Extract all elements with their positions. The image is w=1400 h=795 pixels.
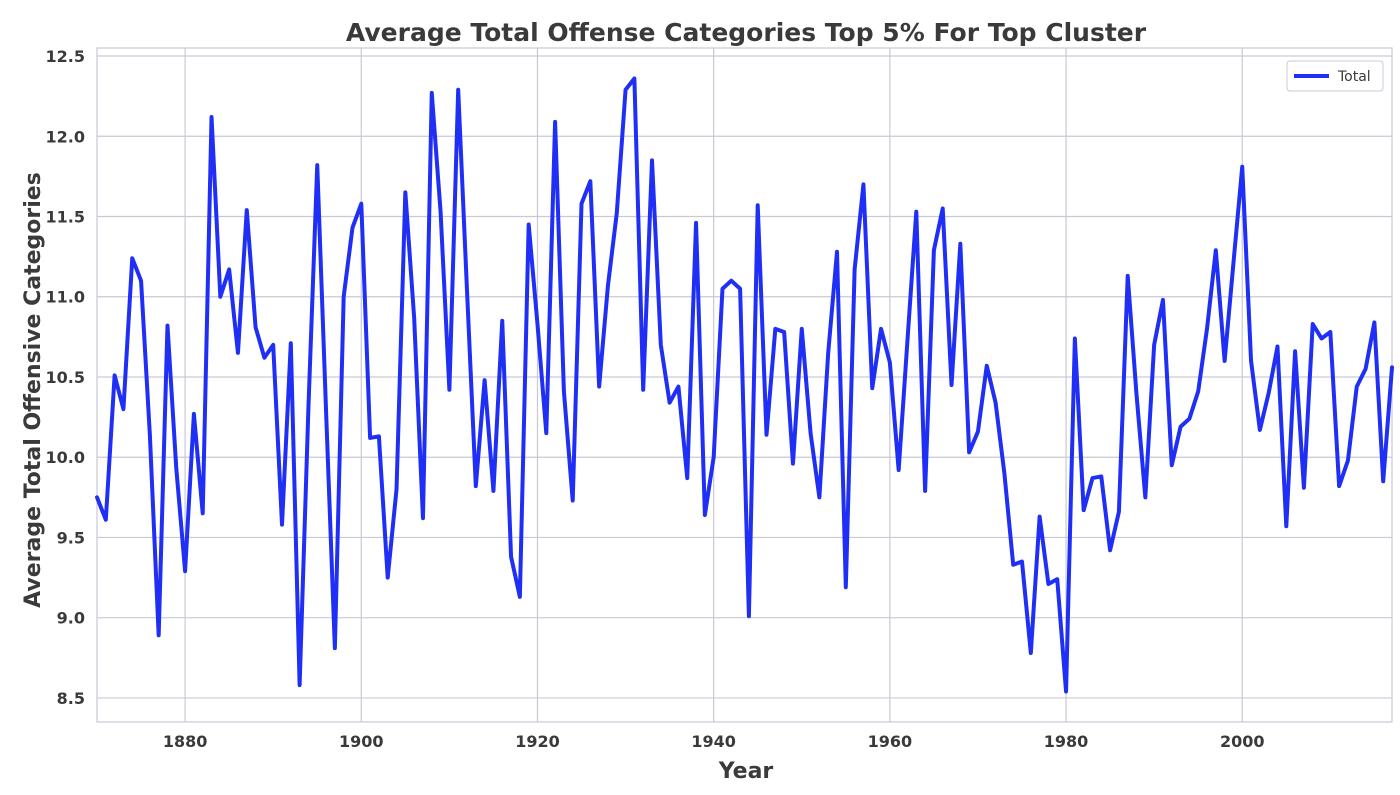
chart-title: Average Total Offense Categories Top 5% …: [346, 18, 1147, 47]
x-axis-label: Year: [718, 759, 774, 784]
series-line-total: [95, 76, 1394, 694]
y-tick-label: 12.5: [46, 47, 85, 66]
y-tick-label: 11.0: [46, 288, 85, 307]
y-tick-label: 9.0: [57, 609, 85, 628]
y-tick-label: 11.5: [46, 208, 85, 227]
y-tick-label: 8.5: [57, 689, 85, 708]
x-tick-label: 1980: [1044, 732, 1089, 751]
x-tick-label: 1940: [691, 732, 736, 751]
y-tick-label: 10.5: [46, 368, 85, 387]
y-tick-label: 10.0: [46, 448, 85, 467]
y-tick-label: 12.0: [46, 127, 85, 146]
legend: Total: [1286, 60, 1384, 92]
y-axis-ticks: 8.5 9.0 9.5 10.0 10.5 11.0 11.5 12.0 12.5: [46, 47, 85, 708]
legend-label-total: Total: [1337, 69, 1371, 85]
y-axis-label: Average Total Offensive Categories: [21, 172, 46, 608]
x-tick-label: 2000: [1220, 732, 1265, 751]
x-tick-label: 1960: [868, 732, 913, 751]
x-tick-label: 1920: [515, 732, 560, 751]
x-tick-label: 1900: [339, 732, 384, 751]
legend-box: [1286, 60, 1384, 92]
x-tick-label: 1880: [163, 732, 208, 751]
series-layer: [95, 76, 1394, 694]
x-axis-ticks: 1880 1900 1920 1940 1960 1980 2000: [163, 732, 1265, 751]
y-tick-label: 9.5: [57, 528, 85, 547]
